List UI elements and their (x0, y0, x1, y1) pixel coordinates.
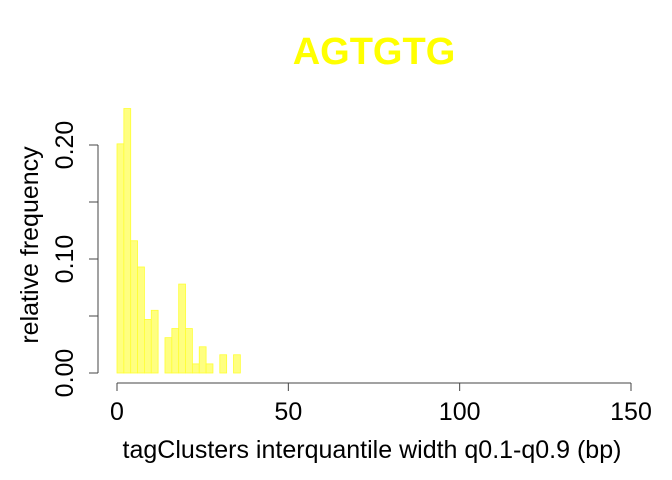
histogram-bar (116, 143, 125, 374)
y-tick-label: 0.10 (51, 235, 79, 284)
histogram-bar (205, 363, 214, 374)
histogram-bar (178, 283, 186, 374)
x-tick-label: 150 (610, 398, 652, 426)
histogram-bar (130, 240, 138, 374)
y-tick-label: 0.00 (51, 349, 79, 398)
x-ticks-group: 0 50 100 150 (110, 383, 652, 426)
x-tick-label: 0 (110, 398, 124, 426)
histogram-bar (185, 328, 193, 374)
x-tick-label: 50 (274, 398, 302, 426)
histogram-bar (233, 354, 241, 374)
histogram-bar (171, 328, 180, 374)
histogram-bar (150, 309, 159, 374)
x-tick-label: 100 (439, 398, 481, 426)
histogram-bar (123, 108, 132, 374)
histogram-bar (219, 354, 228, 374)
y-ticks-group: 0.00 0.10 0.20 (51, 121, 98, 398)
chart-title: AGTGTG (293, 31, 456, 73)
histogram-bar (191, 363, 200, 374)
histogram-bar (198, 346, 207, 374)
y-axis-label: relative frequency (16, 146, 44, 344)
histogram-bar (144, 319, 152, 374)
bars-group (116, 108, 241, 374)
x-axis-label: tagClusters interquantile width q0.1-q0.… (123, 436, 622, 464)
histogram-bar (137, 266, 145, 374)
histogram-bar (164, 337, 173, 374)
y-tick-label: 0.20 (51, 121, 79, 170)
